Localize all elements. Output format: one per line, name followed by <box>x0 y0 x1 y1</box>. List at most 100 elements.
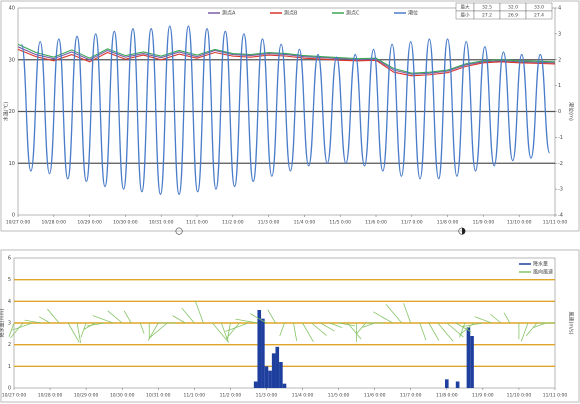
legend-label: 測点A <box>222 10 236 17</box>
y2-tick-label: 4 <box>558 6 561 12</box>
x-tick-label: 10/30 0:00 <box>110 393 135 399</box>
wind-vector <box>226 322 240 339</box>
wind-vector <box>10 322 24 339</box>
y-tick-label: 0 <box>12 213 15 219</box>
wind-vector <box>437 322 454 342</box>
wind-vector <box>212 322 229 343</box>
bar <box>444 379 449 388</box>
wind-vector <box>338 322 356 327</box>
x-tick-label: 11/11 0:00 <box>543 220 568 226</box>
wind-vector <box>311 322 327 336</box>
table-cell <box>525 10 553 20</box>
x-tick-label: 11/3 0:00 <box>258 220 280 226</box>
bar <box>271 353 276 388</box>
wind-vector <box>92 315 114 324</box>
x-tick-label: 10/27 0:00 <box>2 393 27 399</box>
wind-vector <box>12 322 33 331</box>
wind-vector <box>149 322 168 339</box>
wind-vector <box>293 322 298 341</box>
x-tick-label: 11/7 0:00 <box>401 220 423 226</box>
x-tick-label: 11/6 0:00 <box>365 220 387 226</box>
wind-vector <box>225 322 249 332</box>
x-tick-label: 11/11 0:00 <box>543 393 568 399</box>
x-tick-label: 11/7 0:00 <box>400 393 422 399</box>
legend-label: 降水量 <box>533 261 548 268</box>
wind-vector <box>403 303 412 324</box>
x-tick-label: 10/31 0:00 <box>146 393 171 399</box>
bar <box>253 381 258 388</box>
x-tick-label: 11/6 0:00 <box>364 393 386 399</box>
y-tick-label: 0 <box>8 386 11 392</box>
x-tick-label: 11/9 0:00 <box>473 220 495 226</box>
wind-vector <box>80 322 87 338</box>
wind-vector <box>320 322 335 332</box>
x-tick-label: 11/1 0:00 <box>184 393 206 399</box>
table-text: 32.0 <box>508 5 518 11</box>
wind-vector <box>489 313 502 324</box>
wind-vector <box>520 322 529 342</box>
data-line <box>17 43 556 74</box>
y2-tick-label: -2 <box>558 161 563 167</box>
wind-vector <box>38 316 51 324</box>
wind-vector <box>267 309 276 324</box>
wind-vector <box>362 322 375 328</box>
wind-vector <box>533 322 547 328</box>
bar <box>261 318 265 388</box>
bar <box>279 362 283 388</box>
x-tick-label: 10/27 0:00 <box>6 220 31 226</box>
bar <box>268 370 272 388</box>
x-tick-label: 11/2 0:00 <box>220 393 242 399</box>
wind-vector <box>8 322 15 337</box>
y2-tick-label: 0 <box>558 109 561 115</box>
wind-vector <box>172 315 186 324</box>
wind-vector <box>123 310 132 324</box>
wind-vector <box>194 300 204 324</box>
legend-label: 測点B <box>284 10 298 17</box>
wind-vector <box>235 318 258 324</box>
wind-vector <box>67 322 80 343</box>
bar <box>275 346 280 388</box>
y-tick-label: 30 <box>9 57 15 63</box>
wind-vector <box>428 322 440 341</box>
table-text: 最大 <box>461 4 470 11</box>
data-line <box>20 25 551 195</box>
wind-vector <box>107 310 123 324</box>
x-tick-label: 11/10 0:00 <box>507 393 532 399</box>
y-tick-label: 5 <box>8 277 11 283</box>
y2-tick-label: -1 <box>558 135 563 141</box>
x-tick-label: 11/8 0:00 <box>437 220 459 226</box>
y2-tick-label: 1 <box>558 83 561 89</box>
y-tick-label: 4 <box>8 299 11 305</box>
wind-vector <box>474 316 493 324</box>
y-tick-label: 3 <box>8 321 11 327</box>
x-tick-label: 11/8 0:00 <box>436 393 458 399</box>
x-tick-label: 11/5 0:00 <box>329 220 351 226</box>
data-line <box>17 48 556 77</box>
wind-vector <box>503 312 511 324</box>
y-axis-label: 水温(℃) <box>3 102 10 122</box>
x-tick-label: 11/2 0:00 <box>222 220 244 226</box>
table-text: 32.5 <box>482 5 492 11</box>
y-tick-label: 40 <box>9 6 15 12</box>
bar <box>466 327 471 388</box>
wind-vector <box>329 322 343 328</box>
x-tick-label: 10/29 0:00 <box>77 220 102 226</box>
x-tick-label: 11/4 0:00 <box>292 393 314 399</box>
wind-vector <box>347 322 362 340</box>
y-tick-label: 20 <box>9 109 15 115</box>
wind-vector <box>373 311 393 324</box>
data-line <box>17 46 556 75</box>
x-tick-label: 11/5 0:00 <box>328 393 350 399</box>
y-tick-label: 6 <box>8 256 11 262</box>
y2-axis-label: 潮位(m) <box>568 102 575 121</box>
wind-vector <box>302 322 314 342</box>
y-tick-label: 10 <box>9 161 15 167</box>
x-tick-label: 10/29 0:00 <box>74 393 99 399</box>
x-tick-label: 10/30 0:00 <box>113 220 138 226</box>
wind-vector <box>355 322 366 335</box>
bar <box>257 310 262 388</box>
wind-vector <box>83 322 96 330</box>
wind-vector <box>279 322 285 337</box>
y2-tick-label: 3 <box>558 31 561 37</box>
